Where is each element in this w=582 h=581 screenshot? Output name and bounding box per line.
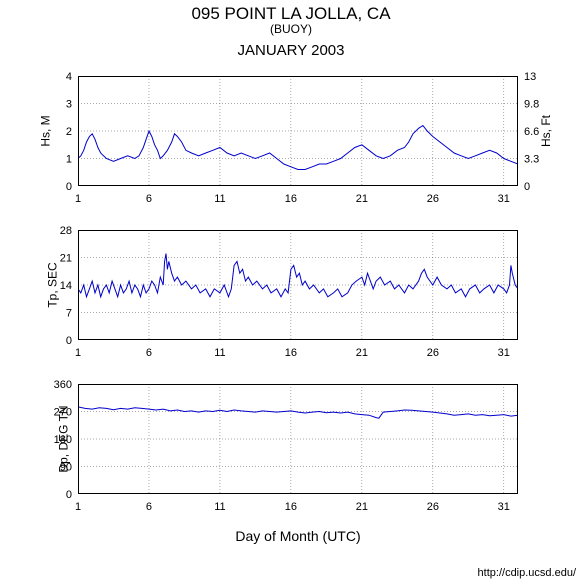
svg-text:6: 6 xyxy=(146,501,152,513)
svg-text:14: 14 xyxy=(60,280,72,292)
svg-text:1: 1 xyxy=(75,501,81,513)
svg-text:6.6: 6.6 xyxy=(524,126,539,138)
svg-text:6: 6 xyxy=(146,347,152,359)
title-block: 095 POINT LA JOLLA, CA (BUOY) JANUARY 20… xyxy=(0,0,582,59)
svg-text:21: 21 xyxy=(356,501,368,513)
panel-tp: 07142128161116212631Tp, SEC xyxy=(78,230,518,340)
svg-text:11: 11 xyxy=(214,193,225,205)
svg-text:4: 4 xyxy=(66,71,72,83)
y-axis-label: Dp, DEG TN xyxy=(57,405,71,472)
panel-hs: 0123403.36.69.813161116212631Hs, MHs, Ft xyxy=(78,76,518,186)
footer-url: http://cdip.ucsd.edu/ xyxy=(478,567,576,579)
svg-text:3.3: 3.3 xyxy=(524,154,539,166)
axis-labels: 07142128161116212631 xyxy=(38,230,558,370)
svg-text:26: 26 xyxy=(427,193,439,205)
svg-text:1: 1 xyxy=(75,347,81,359)
panel-dp: 090180270360161116212631Dp, DEG TN xyxy=(78,384,518,494)
y-axis-label: Hs, M xyxy=(39,115,53,146)
svg-text:1: 1 xyxy=(75,193,81,205)
svg-text:2: 2 xyxy=(66,126,72,138)
axis-labels: 090180270360161116212631 xyxy=(38,384,558,524)
svg-text:360: 360 xyxy=(54,379,72,391)
chart-page: { "title": "095 POINT LA JOLLA, CA", "su… xyxy=(0,0,582,581)
svg-text:11: 11 xyxy=(214,347,225,359)
svg-text:1: 1 xyxy=(66,154,72,166)
svg-text:16: 16 xyxy=(285,501,297,513)
axis-labels: 0123403.36.69.813161116212631 xyxy=(38,76,558,216)
y-axis-label-right: Hs, Ft xyxy=(539,115,553,147)
main-title: 095 POINT LA JOLLA, CA xyxy=(0,4,582,24)
svg-text:9.8: 9.8 xyxy=(524,99,539,111)
svg-text:0: 0 xyxy=(66,489,72,501)
svg-text:28: 28 xyxy=(60,225,72,237)
svg-text:21: 21 xyxy=(356,347,368,359)
svg-text:7: 7 xyxy=(66,308,72,320)
svg-text:26: 26 xyxy=(427,501,439,513)
x-axis-label: Day of Month (UTC) xyxy=(78,528,518,544)
svg-text:0: 0 xyxy=(66,335,72,347)
svg-text:16: 16 xyxy=(285,347,297,359)
svg-text:31: 31 xyxy=(498,193,510,205)
svg-text:0: 0 xyxy=(66,181,72,193)
svg-text:13: 13 xyxy=(524,71,536,83)
svg-text:6: 6 xyxy=(146,193,152,205)
svg-text:31: 31 xyxy=(498,501,510,513)
month-title: JANUARY 2003 xyxy=(0,42,582,59)
svg-text:31: 31 xyxy=(498,347,510,359)
svg-text:21: 21 xyxy=(356,193,368,205)
sub-title: (BUOY) xyxy=(0,22,582,36)
svg-text:0: 0 xyxy=(524,181,530,193)
svg-text:3: 3 xyxy=(66,99,72,111)
svg-text:26: 26 xyxy=(427,347,439,359)
y-axis-label: Tp, SEC xyxy=(46,262,60,307)
svg-text:21: 21 xyxy=(60,253,72,265)
svg-text:16: 16 xyxy=(285,193,297,205)
svg-text:11: 11 xyxy=(214,501,225,513)
